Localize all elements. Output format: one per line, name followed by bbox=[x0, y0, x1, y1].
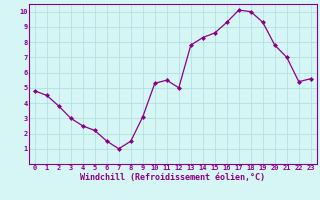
X-axis label: Windchill (Refroidissement éolien,°C): Windchill (Refroidissement éolien,°C) bbox=[80, 173, 265, 182]
